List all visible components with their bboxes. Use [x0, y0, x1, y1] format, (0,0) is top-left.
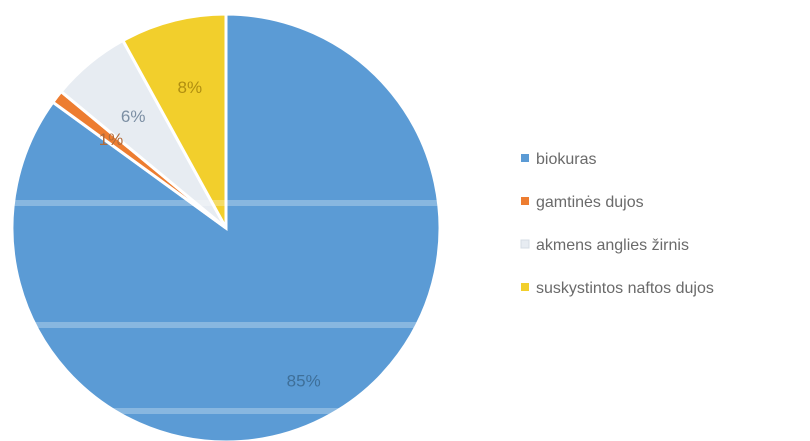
value-label-akmens-anglies-žirnis: 6%: [121, 107, 146, 126]
value-label-suskystintos-naftos-dujos: 8%: [178, 78, 203, 97]
legend-swatch: [521, 197, 529, 205]
legend-label: biokuras: [536, 151, 596, 168]
pie-slices: [10, 12, 442, 441]
legend: biokuras gamtinės dujos akmens anglies žir…: [520, 151, 714, 297]
legend-item-gamtinės-dujos: gamtinės dujos: [521, 194, 644, 211]
legend-swatch: [521, 154, 529, 162]
legend-label: suskystintos naftos dujos: [536, 280, 714, 297]
legend-swatch: [521, 283, 529, 291]
scan-streak: [12, 408, 440, 414]
pie-slice-suskystintos-naftos-dujos: [120, 12, 228, 229]
legend-item-biokuras: biokuras: [521, 151, 596, 168]
value-label-biokuras: 85%: [287, 372, 321, 391]
legend-label: akmens anglies žirnis: [536, 237, 689, 254]
scan-streak: [12, 200, 440, 206]
value-label-gamtinės-dujos: 1%: [99, 130, 124, 149]
pie-slice-biokuras: [10, 12, 442, 441]
legend-item-akmens-anglies-žirnis: akmens anglies žirnis: [520, 237, 689, 254]
pie-value-labels: 85% 1% 6% 8%: [99, 78, 321, 390]
scan-streak: [12, 322, 440, 328]
legend-swatch: [520, 239, 530, 249]
legend-label: gamtinės dujos: [536, 194, 644, 211]
legend-item-suskystintos-naftos-dujos: suskystintos naftos dujos: [521, 280, 714, 297]
